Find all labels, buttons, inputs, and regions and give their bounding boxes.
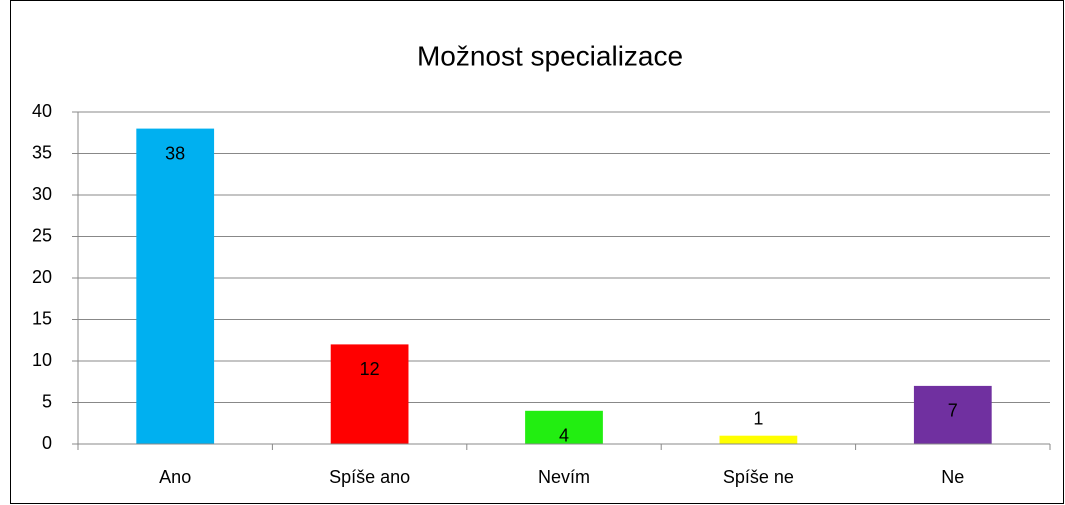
y-tick-label: 40 <box>32 101 52 121</box>
x-tick-label: Spíše ne <box>723 467 794 487</box>
data-label: 7 <box>948 401 958 421</box>
x-tick-label: Spíše ano <box>329 467 410 487</box>
x-tick-label: Ne <box>941 467 964 487</box>
y-tick-label: 15 <box>32 308 52 328</box>
y-tick-label: 10 <box>32 350 52 370</box>
data-label: 4 <box>559 426 569 446</box>
bar <box>719 435 798 444</box>
bar <box>330 344 409 444</box>
chart-title: Možnost specializace <box>417 40 683 71</box>
y-tick-label: 30 <box>32 184 52 204</box>
bar <box>525 410 603 444</box>
y-tick-label: 25 <box>32 225 52 245</box>
bar <box>913 385 992 444</box>
data-label: 12 <box>360 359 380 379</box>
y-tick-label: 35 <box>32 142 52 162</box>
data-label: 38 <box>165 143 185 163</box>
data-label: 1 <box>753 408 763 428</box>
x-tick-label: Nevím <box>538 467 590 487</box>
x-tick-label: Ano <box>159 467 191 487</box>
y-tick-label: 20 <box>32 267 52 287</box>
y-tick-label: 0 <box>42 433 52 453</box>
y-tick-label: 5 <box>42 391 52 411</box>
bar <box>136 128 215 444</box>
